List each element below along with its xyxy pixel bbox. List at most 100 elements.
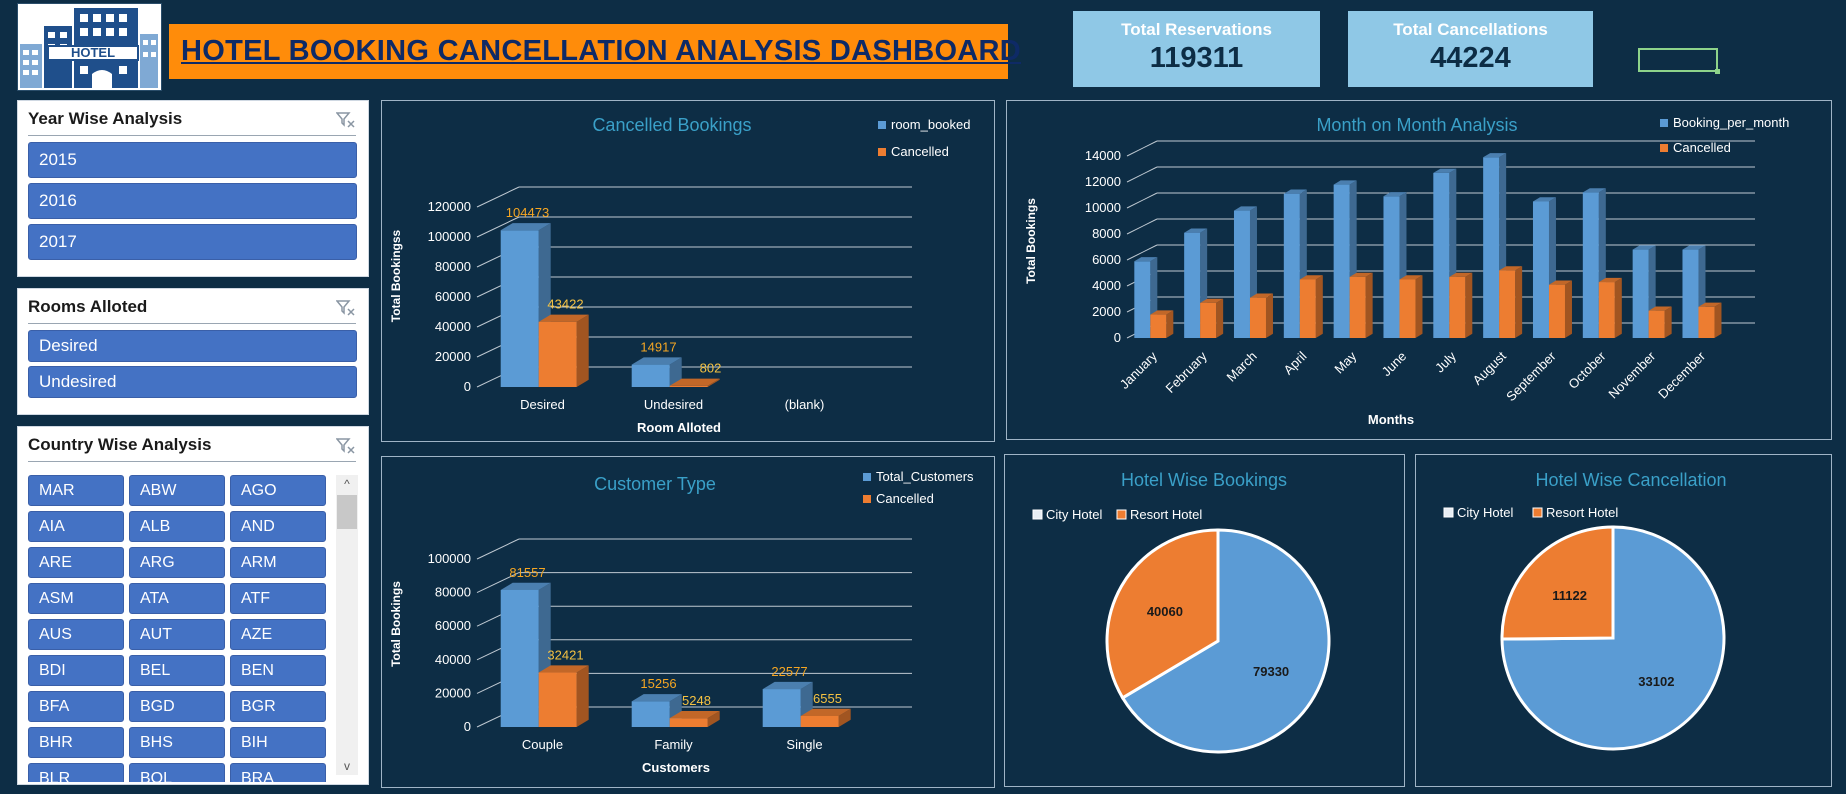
- country-item-bfa[interactable]: BFA: [28, 691, 124, 722]
- country-item-bol[interactable]: BOL: [129, 763, 225, 782]
- y-tick-label: 40000: [435, 652, 471, 667]
- bar: [1499, 270, 1516, 338]
- country-item-blr[interactable]: BLR: [28, 763, 124, 782]
- bar: [1648, 310, 1665, 338]
- legend-label: Total_Customers: [876, 469, 974, 484]
- country-item-aus[interactable]: AUS: [28, 619, 124, 650]
- bar-top: [1449, 272, 1473, 277]
- country-item-bgd[interactable]: BGD: [129, 691, 225, 722]
- clear-filter-icon[interactable]: [336, 111, 356, 129]
- country-item-and[interactable]: AND: [230, 511, 326, 542]
- kpi-value: 44224: [1430, 42, 1511, 74]
- bar-top: [1499, 266, 1523, 271]
- slicer-item-2016[interactable]: 2016: [28, 183, 357, 219]
- country-item-bra[interactable]: BRA: [230, 763, 326, 782]
- country-item-mar[interactable]: MAR: [28, 475, 124, 506]
- slicer-title: Year Wise Analysis: [28, 109, 183, 128]
- slicer-item-desired[interactable]: Desired: [28, 330, 357, 362]
- x-tick-label: July: [1432, 348, 1459, 375]
- x-tick-label: October: [1565, 348, 1609, 392]
- bar: [1598, 282, 1615, 338]
- y-tick-label: 20000: [435, 349, 471, 364]
- bar-side: [1265, 293, 1273, 338]
- country-item-are[interactable]: ARE: [28, 547, 124, 578]
- bar-top: [1548, 280, 1572, 285]
- legend-label: City Hotel: [1457, 505, 1513, 520]
- country-item-bel[interactable]: BEL: [129, 655, 225, 686]
- month-on-month-chart: Month on Month Analysis 0 2000 4000 6000 8000…: [1024, 115, 1789, 427]
- bar: [1682, 249, 1699, 338]
- bar: [500, 589, 539, 727]
- y-tick-label: 0: [1114, 330, 1121, 345]
- bar-top: [800, 708, 851, 716]
- clear-filter-icon[interactable]: [336, 299, 356, 317]
- bar-side: [669, 357, 682, 387]
- legend-swatch: [1443, 507, 1454, 518]
- country-item-bhr[interactable]: BHR: [28, 727, 124, 758]
- bar: [1383, 196, 1400, 338]
- selected-cell[interactable]: [1638, 48, 1720, 74]
- scroll-up-icon[interactable]: ^: [344, 477, 350, 491]
- slicer-item-undesired[interactable]: Undesired: [28, 366, 357, 398]
- bar: [1184, 232, 1201, 338]
- country-item-abw[interactable]: ABW: [129, 475, 225, 506]
- bar: [1134, 261, 1151, 338]
- country-item-aze[interactable]: AZE: [230, 619, 326, 650]
- country-item-bgr[interactable]: BGR: [230, 691, 326, 722]
- country-item-atf[interactable]: ATF: [230, 583, 326, 614]
- scroll-down-icon[interactable]: v: [344, 759, 350, 773]
- country-item-bdi[interactable]: BDI: [28, 655, 124, 686]
- bar: [631, 701, 670, 727]
- country-item-ben[interactable]: BEN: [230, 655, 326, 686]
- bar: [1582, 192, 1599, 338]
- bar-side: [1216, 298, 1224, 338]
- y-tick-label: 14000: [1085, 148, 1121, 163]
- pie-slice: [1105, 528, 1220, 700]
- chart-title: Hotel Wise Bookings: [1121, 470, 1287, 490]
- customer-type-panel: Customer Type 0 20000 40000 60000 80000 100000…: [381, 456, 995, 788]
- bar-top: [1682, 245, 1706, 250]
- data-label: 32421: [547, 647, 583, 662]
- country-item-aia[interactable]: AIA: [28, 511, 124, 542]
- legend-swatch: [1532, 507, 1543, 518]
- x-tick-label: Couple: [522, 737, 563, 752]
- data-label: 40060: [1147, 604, 1183, 619]
- data-label: 5248: [682, 693, 711, 708]
- country-item-ata[interactable]: ATA: [129, 583, 225, 614]
- x-tick-label: March: [1224, 349, 1260, 385]
- slicer-item-2017[interactable]: 2017: [28, 224, 357, 260]
- bar: [762, 689, 801, 727]
- clear-filter-icon[interactable]: [336, 437, 356, 455]
- country-item-aut[interactable]: AUT: [129, 619, 225, 650]
- x-axis-label: Months: [1368, 412, 1414, 427]
- x-tick-label: February: [1162, 348, 1210, 396]
- bar: [1349, 276, 1366, 338]
- country-item-arm[interactable]: ARM: [230, 547, 326, 578]
- scroll-thumb[interactable]: [337, 495, 357, 529]
- hotel-logo: HOTEL: [17, 3, 162, 91]
- bar-top: [1249, 293, 1273, 298]
- data-label: 22577: [771, 664, 807, 679]
- bar-side: [1664, 306, 1672, 338]
- country-item-alb[interactable]: ALB: [129, 511, 225, 542]
- country-scrollbar[interactable]: ^ v: [336, 475, 358, 775]
- y-tick-label: 60000: [435, 289, 471, 304]
- country-item-asm[interactable]: ASM: [28, 583, 124, 614]
- legend-swatch: [1660, 144, 1668, 152]
- country-item-arg[interactable]: ARG: [129, 547, 225, 578]
- slicer-item-2015[interactable]: 2015: [28, 142, 357, 178]
- country-item-bih[interactable]: BIH: [230, 727, 326, 758]
- bar-side: [1515, 266, 1523, 338]
- bar: [1433, 172, 1450, 338]
- bar-side: [1465, 272, 1473, 338]
- bar-side: [838, 708, 851, 727]
- x-tick-label: Single: [786, 737, 822, 752]
- legend-swatch: [863, 495, 871, 503]
- bar-side: [707, 710, 720, 727]
- month-on-month-panel: Month on Month Analysis 0 2000 4000 6000 8000…: [1006, 100, 1832, 440]
- country-item-bhs[interactable]: BHS: [129, 727, 225, 758]
- country-item-ago[interactable]: AGO: [230, 475, 326, 506]
- bar-top: [1383, 192, 1407, 197]
- legend-label: Cancelled: [1673, 140, 1731, 155]
- y-tick-label: 12000: [1085, 174, 1121, 189]
